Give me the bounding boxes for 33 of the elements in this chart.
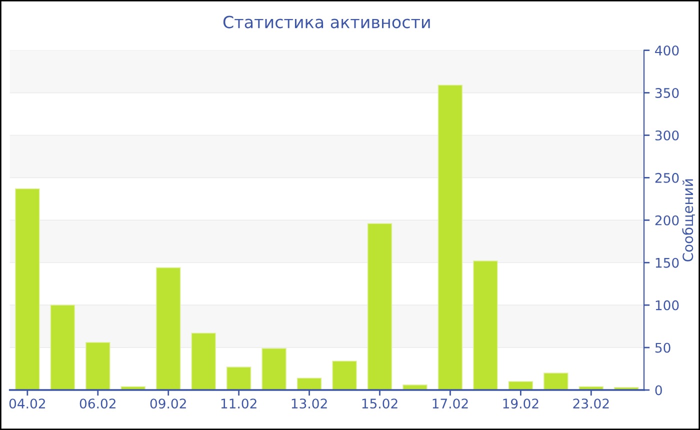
- bar: [544, 372, 568, 390]
- y-tick-label: 300: [655, 130, 679, 140]
- y-tick-label: 200: [655, 215, 679, 226]
- bar: [367, 223, 392, 390]
- bar: [332, 360, 357, 390]
- y-axis-title: Сообщений: [682, 179, 695, 262]
- bar: [438, 84, 463, 390]
- x-tick-label: 11.02: [221, 398, 256, 409]
- y-tick-label: 250: [655, 172, 679, 183]
- bar: [473, 260, 498, 390]
- x-tick-label: 17.02: [432, 398, 468, 409]
- x-tick-label: 06.02: [80, 398, 116, 409]
- bar: [226, 366, 252, 390]
- x-tick-label: 15.02: [362, 398, 398, 409]
- bar: [191, 332, 216, 390]
- bar: [50, 304, 76, 390]
- x-tick-label: 19.02: [503, 398, 538, 409]
- x-tick-label: 23.02: [573, 398, 609, 409]
- y-tick-label: 150: [656, 258, 679, 268]
- x-tick-label: 13.02: [292, 398, 327, 409]
- bar: [262, 348, 286, 390]
- bar: [296, 378, 322, 390]
- x-tick-label: 09.02: [150, 398, 186, 409]
- bar: [156, 267, 181, 390]
- y-tick-label: 350: [655, 88, 679, 98]
- y-tick-label: 100: [656, 300, 679, 310]
- bar: [15, 188, 40, 390]
- x-tick-label: 04.02: [9, 398, 45, 409]
- y-tick-label: 50: [655, 342, 670, 353]
- y-tick-label: 0: [655, 385, 662, 396]
- chart-title: Статистика активности: [223, 16, 430, 28]
- y-tick-label: 400: [655, 46, 679, 56]
- bar: [85, 342, 110, 390]
